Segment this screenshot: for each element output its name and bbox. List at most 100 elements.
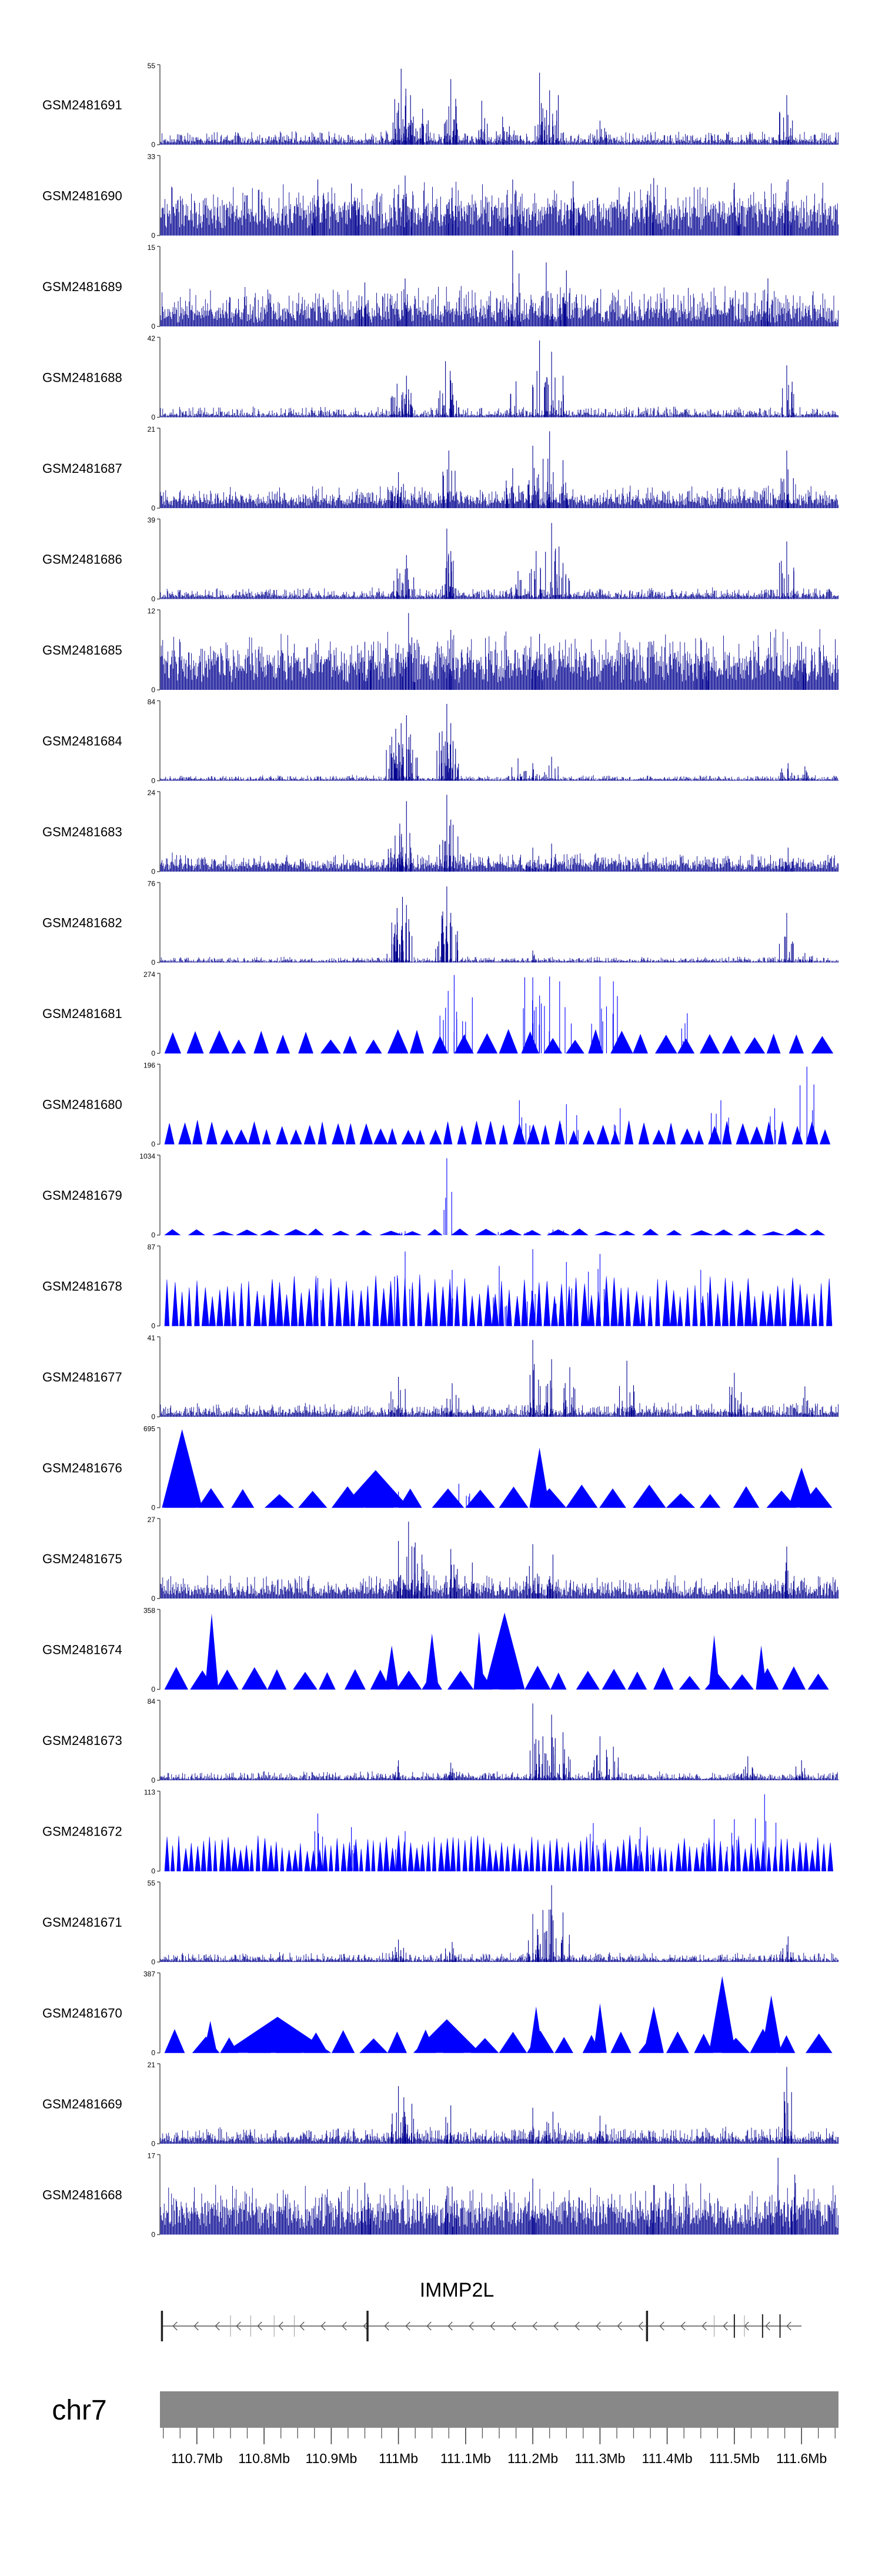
track-label: GSM2481669 <box>42 2097 122 2111</box>
signal-large-triangle <box>342 1470 409 1508</box>
y-max-label: 33 <box>148 153 156 161</box>
signal-peak <box>445 819 459 872</box>
track-GSM2481682: GSM2481682 76 0 <box>42 880 838 967</box>
signal-peak <box>542 262 553 326</box>
y-max-label: 274 <box>143 970 155 979</box>
signal-peak <box>445 187 459 236</box>
signal-large-triangle <box>413 2019 480 2053</box>
signal-peak <box>400 613 415 690</box>
track-label: GSM2481690 <box>42 189 122 203</box>
signal-triangles <box>164 1666 829 1690</box>
track-GSM2481686: GSM2481686 39 0 <box>42 516 838 603</box>
signal-peak <box>535 1736 550 1780</box>
signal-peak <box>729 1373 742 1417</box>
y-max-label: 15 <box>148 243 156 252</box>
track-GSM2481673: GSM2481673 84 0 <box>42 1697 838 1784</box>
track-GSM2481681: GSM2481681 274 0 <box>42 970 834 1057</box>
y-max-label: 84 <box>148 1697 156 1706</box>
signal-peak <box>445 723 459 781</box>
signal-peak <box>646 178 662 236</box>
signal-large-triangle <box>203 2021 218 2053</box>
signal-peak <box>796 1760 806 1780</box>
track-GSM2481674: GSM2481674 358 0 <box>42 1607 829 1694</box>
signal-bars <box>160 1402 838 1417</box>
signal-peak <box>534 72 547 145</box>
signal-peak <box>546 1554 557 1599</box>
signal-peak <box>399 555 415 599</box>
signal-peak <box>782 1546 794 1599</box>
signal-peak <box>797 766 813 781</box>
signal-peak <box>399 1158 564 1235</box>
signal-large-triangle <box>385 1645 399 1690</box>
y-max-label: 387 <box>143 1970 155 1978</box>
signal-peak <box>439 975 688 1053</box>
signal-peak <box>505 179 520 236</box>
signal-peak <box>443 630 455 690</box>
signal-peak <box>394 897 409 963</box>
track-label: GSM2481680 <box>42 1097 122 1112</box>
y-max-label: 358 <box>143 1607 155 1615</box>
y-min-label: 0 <box>151 1049 155 1057</box>
signal-large-triangle <box>484 1612 525 1690</box>
signal-bars <box>160 484 838 508</box>
signal-peak <box>529 550 542 599</box>
signal-peak <box>545 2111 559 2144</box>
signal-peak <box>419 108 429 145</box>
signal-large-triangle <box>223 2017 332 2053</box>
signal-peak <box>402 715 410 781</box>
signal-triangles <box>164 1029 834 1054</box>
signal-triangles <box>164 1228 826 1236</box>
signal-peak <box>359 642 372 690</box>
signal-peak <box>511 570 526 599</box>
y-max-label: 55 <box>148 1879 156 1887</box>
signal-peak <box>357 282 369 326</box>
y-min-label: 0 <box>151 867 155 876</box>
signal-peak <box>529 1703 540 1780</box>
track-label: GSM2481687 <box>42 461 122 476</box>
signal-peak <box>593 1736 607 1780</box>
signal-peak <box>392 1939 405 1962</box>
signal-peak <box>416 1554 430 1599</box>
signal-peak <box>393 1483 470 1508</box>
y-min-label: 0 <box>151 504 155 512</box>
signal-large-triangle <box>529 2006 543 2053</box>
signal-peak <box>556 563 570 599</box>
signal-peak <box>526 1544 540 1599</box>
track-label: GSM2481682 <box>42 916 122 930</box>
gene-annotation: IMMP2L <box>161 2279 802 2341</box>
signal-peak <box>399 88 413 145</box>
track-GSM2481680: GSM2481680 196 0 <box>42 1062 831 1149</box>
signal-peak <box>619 1360 634 1417</box>
y-max-label: 17 <box>148 2152 156 2160</box>
gene-model-track <box>161 2311 802 2341</box>
signal-tracks: GSM2481691550GSM2481690330GSM2481689150G… <box>42 62 838 2239</box>
signal-large-triangle <box>761 1995 781 2053</box>
y-min-label: 0 <box>151 1686 155 1694</box>
y-max-label: 84 <box>148 698 156 706</box>
signal-large-triangle <box>593 2003 607 2053</box>
track-GSM2481688: GSM2481688 42 0 <box>42 335 838 422</box>
signal-peak <box>560 270 570 326</box>
x-tick-label: 111.1Mb <box>440 2451 491 2466</box>
signal-bars <box>160 1575 838 1599</box>
signal-peak <box>527 950 541 963</box>
signal-peak <box>445 1942 456 1962</box>
y-min-label: 0 <box>151 1140 155 1149</box>
signal-peak <box>445 1763 457 1780</box>
signal-peak <box>529 1340 541 1417</box>
track-GSM2481672: GSM2481672 113 0 <box>42 1788 834 1876</box>
gene-label: IMMP2L <box>420 2279 495 2301</box>
signal-peak <box>519 1066 814 1144</box>
signal-peak <box>594 121 607 145</box>
signal-peak <box>346 183 359 236</box>
signal-peak <box>361 2183 371 2235</box>
y-min-label: 0 <box>151 1413 155 1421</box>
signal-peak <box>545 843 560 872</box>
signal-large-triangle <box>529 1447 550 1508</box>
signal-peak <box>529 2107 540 2144</box>
signal-peak <box>803 1386 813 1417</box>
signal-peak <box>392 908 403 963</box>
track-label: GSM2481691 <box>42 98 122 112</box>
signal-peak <box>506 468 519 508</box>
signal-peak <box>696 638 709 690</box>
